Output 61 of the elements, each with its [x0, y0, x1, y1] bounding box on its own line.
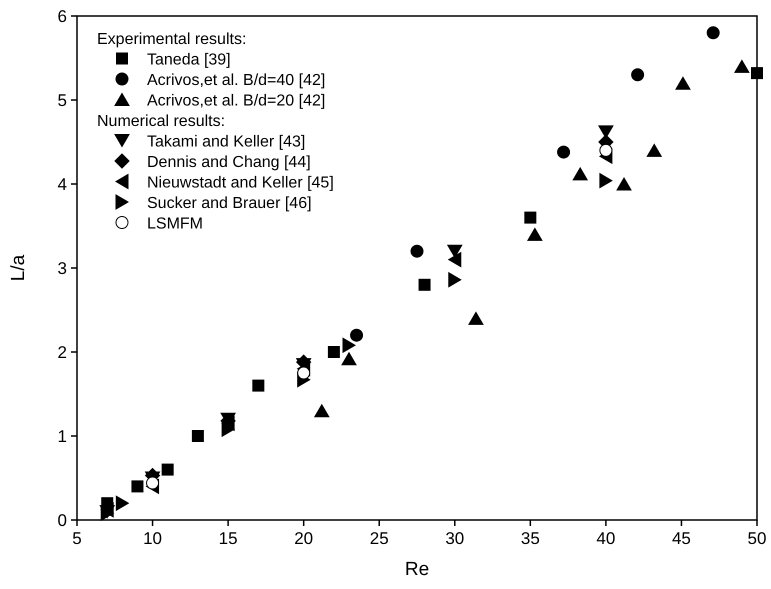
x-tick-label: 10 [143, 529, 162, 548]
point [448, 252, 462, 268]
legend-title: Experimental results: [97, 31, 246, 48]
x-tick-label: 15 [218, 529, 238, 548]
point [350, 328, 364, 342]
point [557, 146, 570, 159]
point [146, 476, 160, 490]
point [297, 366, 310, 380]
legend-label: Dennis and Chang [44] [147, 154, 311, 171]
legend-label: LSMFM [147, 216, 203, 232]
point [616, 178, 632, 190]
point [599, 173, 612, 188]
legend-label: Sucker and Brauer [46] [147, 195, 312, 212]
point [447, 244, 462, 258]
point [706, 26, 720, 40]
point [468, 312, 484, 325]
x-tick-label: 40 [596, 529, 616, 548]
point [342, 338, 356, 353]
point [328, 346, 340, 358]
legend-label: Nieuwstadt and Keller [45] [147, 174, 334, 192]
point [116, 496, 129, 511]
y-tick-label: 5 [58, 91, 67, 110]
y-tick-label: 4 [58, 175, 67, 194]
x-tick-label: 20 [294, 529, 314, 548]
x-tick-label: 50 [748, 529, 766, 548]
point [527, 228, 542, 241]
point [131, 480, 144, 492]
y-tick-label: 2 [58, 343, 67, 362]
point [314, 404, 330, 418]
y-tick-label: 0 [58, 511, 67, 530]
point [162, 464, 174, 476]
y-tick-label: 1 [58, 427, 67, 446]
annotation: Numerical results: [97, 113, 226, 130]
point [572, 167, 588, 180]
legend-label: Takami and Keller [43] [147, 134, 306, 150]
y-axis-title: L/a [8, 254, 29, 282]
point [646, 144, 662, 157]
point [599, 144, 612, 157]
point [342, 352, 356, 366]
point [751, 67, 763, 80]
x-tick-label: 5 [72, 529, 82, 548]
y-tick-label: 6 [58, 7, 67, 26]
point [192, 430, 204, 442]
x-tick-label: 30 [445, 529, 464, 548]
y-tick-label: 3 [58, 259, 67, 278]
point [631, 68, 644, 82]
legend-label: Acrivos,et al. B/d=40 [42] [147, 72, 326, 89]
point [734, 60, 750, 73]
legend-label: Taneda [39] [147, 52, 231, 68]
x-tick-label: 35 [520, 529, 540, 548]
point [418, 278, 431, 291]
x-tick-label: 25 [370, 529, 389, 548]
point [252, 380, 264, 392]
point [448, 272, 462, 288]
x-axis-title: Re [404, 559, 430, 580]
x-tick-label: 45 [672, 529, 691, 548]
legend-label: Acrivos,et al. B/d=20 [42] [147, 92, 326, 110]
point [410, 244, 424, 258]
point [222, 422, 235, 437]
point [675, 76, 690, 90]
point [524, 212, 536, 224]
